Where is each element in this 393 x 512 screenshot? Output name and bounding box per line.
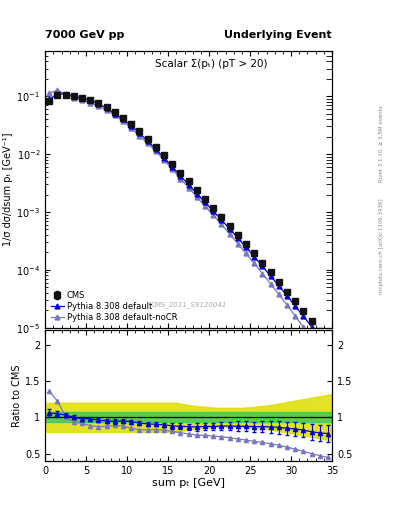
Pythia 8.308 default-noCR: [96, 103, 101, 110]
Line: Pythia 8.308 default: Pythia 8.308 default: [47, 92, 331, 351]
Line: Pythia 8.308 default-noCR: Pythia 8.308 default-noCR: [47, 88, 331, 365]
Pythia 8.308 default: [260, 263, 265, 269]
Pythia 8.308 default: [145, 138, 150, 144]
Pythia 8.308 default: [47, 96, 51, 102]
Pythia 8.308 default: [162, 155, 166, 161]
Pythia 8.308 default-noCR: [252, 260, 257, 266]
Pythia 8.308 default: [203, 199, 208, 205]
Pythia 8.308 default: [195, 190, 199, 197]
Pythia 8.308 default: [252, 254, 257, 260]
Pythia 8.308 default-noCR: [268, 281, 273, 287]
Pythia 8.308 default-noCR: [145, 140, 150, 146]
Pythia 8.308 default: [318, 334, 322, 340]
Pythia 8.308 default-noCR: [276, 291, 281, 297]
Pythia 8.308 default-noCR: [170, 166, 174, 172]
Pythia 8.308 default: [170, 164, 174, 170]
Pythia 8.308 default: [137, 130, 142, 136]
Pythia 8.308 default-noCR: [326, 359, 331, 366]
Pythia 8.308 default-noCR: [154, 148, 158, 154]
Pythia 8.308 default-noCR: [47, 90, 51, 96]
Text: CMS_2011_S9120041: CMS_2011_S9120041: [151, 302, 227, 308]
Pythia 8.308 default-noCR: [72, 94, 76, 100]
Pythia 8.308 default: [178, 173, 183, 179]
Pythia 8.308 default: [88, 97, 93, 103]
Pythia 8.308 default-noCR: [318, 347, 322, 353]
Pythia 8.308 default: [186, 182, 191, 188]
Pythia 8.308 default: [104, 105, 109, 111]
Pythia 8.308 default: [227, 226, 232, 232]
Pythia 8.308 default-noCR: [162, 157, 166, 163]
Legend: CMS, Pythia 8.308 default, Pythia 8.308 default-noCR: CMS, Pythia 8.308 default, Pythia 8.308 …: [50, 289, 179, 324]
Pythia 8.308 default-noCR: [121, 118, 125, 124]
Pythia 8.308 default-noCR: [112, 112, 117, 118]
Y-axis label: 1/σ dσ/dsum pₜ [GeV⁻¹]: 1/σ dσ/dsum pₜ [GeV⁻¹]: [4, 133, 13, 246]
Pythia 8.308 default-noCR: [137, 133, 142, 139]
Pythia 8.308 default: [235, 235, 240, 241]
Pythia 8.308 default-noCR: [219, 221, 224, 227]
Pythia 8.308 default: [154, 146, 158, 152]
Pythia 8.308 default-noCR: [195, 194, 199, 200]
Pythia 8.308 default-noCR: [63, 92, 68, 98]
Pythia 8.308 default: [219, 217, 224, 223]
Pythia 8.308 default-noCR: [285, 302, 289, 308]
Pythia 8.308 default-noCR: [309, 335, 314, 342]
Pythia 8.308 default-noCR: [129, 125, 134, 131]
Text: Rivet 3.1.10, ≥ 3.5M events: Rivet 3.1.10, ≥ 3.5M events: [379, 105, 384, 182]
Text: Scalar Σ(pₜ) (pT > 20): Scalar Σ(pₜ) (pT > 20): [155, 59, 268, 70]
Pythia 8.308 default-noCR: [244, 250, 248, 257]
Pythia 8.308 default: [72, 93, 76, 99]
Pythia 8.308 default: [301, 313, 306, 319]
Y-axis label: Ratio to CMS: Ratio to CMS: [12, 364, 22, 427]
Text: mcplots.cern.ch [arXiv:1306.3436]: mcplots.cern.ch [arXiv:1306.3436]: [379, 198, 384, 293]
Pythia 8.308 default: [63, 91, 68, 97]
Pythia 8.308 default-noCR: [203, 203, 208, 209]
Pythia 8.308 default: [244, 244, 248, 250]
Pythia 8.308 default-noCR: [55, 87, 60, 93]
Pythia 8.308 default-noCR: [104, 108, 109, 114]
Text: 7000 GeV pp: 7000 GeV pp: [45, 30, 125, 40]
Pythia 8.308 default-noCR: [260, 270, 265, 276]
Pythia 8.308 default-noCR: [301, 324, 306, 330]
Pythia 8.308 default: [326, 346, 331, 352]
Pythia 8.308 default: [309, 324, 314, 330]
Pythia 8.308 default: [80, 95, 84, 101]
Pythia 8.308 default: [129, 122, 134, 129]
Text: Underlying Event: Underlying Event: [224, 30, 332, 40]
Pythia 8.308 default-noCR: [178, 176, 183, 182]
Pythia 8.308 default: [293, 303, 298, 309]
Pythia 8.308 default: [285, 293, 289, 299]
X-axis label: sum pₜ [GeV]: sum pₜ [GeV]: [152, 478, 225, 488]
Pythia 8.308 default-noCR: [227, 231, 232, 237]
Pythia 8.308 default-noCR: [88, 100, 93, 106]
Pythia 8.308 default: [96, 101, 101, 107]
Pythia 8.308 default: [112, 111, 117, 117]
Pythia 8.308 default-noCR: [211, 212, 216, 218]
Pythia 8.308 default: [276, 283, 281, 289]
Pythia 8.308 default-noCR: [186, 185, 191, 191]
Pythia 8.308 default: [211, 208, 216, 215]
Pythia 8.308 default: [268, 273, 273, 279]
Pythia 8.308 default-noCR: [293, 313, 298, 319]
Pythia 8.308 default: [55, 91, 60, 97]
Pythia 8.308 default-noCR: [80, 97, 84, 103]
Pythia 8.308 default: [121, 116, 125, 122]
Pythia 8.308 default-noCR: [235, 241, 240, 247]
